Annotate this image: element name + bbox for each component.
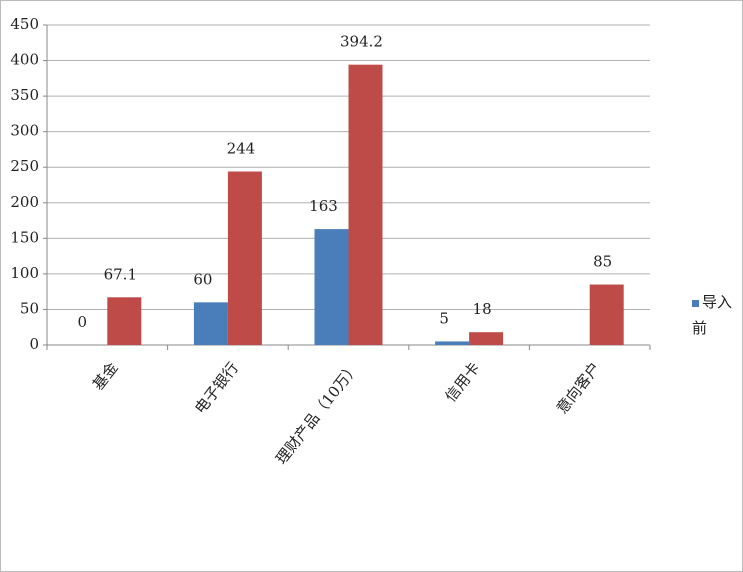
data-label: 85 — [593, 253, 612, 271]
data-label: 163 — [309, 197, 338, 215]
legend: 导入前 — [692, 289, 732, 341]
y-tick-label: 350 — [10, 86, 39, 104]
y-tick-label: 450 — [10, 15, 39, 33]
legend-swatch — [692, 299, 699, 307]
legend-label: 导入前 — [692, 293, 733, 337]
bar — [348, 64, 383, 346]
y-tick-label: 250 — [10, 157, 39, 175]
y-tick-label: 400 — [10, 51, 39, 69]
data-label: 394.2 — [340, 33, 383, 51]
data-label: 18 — [473, 300, 492, 318]
data-label: 244 — [227, 139, 256, 157]
data-label: 5 — [439, 309, 449, 327]
x-tick-label: 意向客户 — [553, 359, 604, 417]
bar — [107, 297, 142, 345]
x-tick-label: 电子银行 — [191, 359, 242, 417]
legend-item: 导入前 — [692, 289, 732, 341]
data-label: 60 — [193, 270, 212, 288]
bar — [314, 229, 349, 345]
x-tick-label: 理财产品（10万） — [272, 359, 363, 468]
y-tick-label: 200 — [10, 193, 39, 211]
bar — [435, 341, 470, 345]
data-label: 67.1 — [104, 265, 137, 283]
x-tick-label: 信用卡 — [442, 359, 484, 406]
y-tick-label: 0 — [29, 335, 39, 353]
bar — [227, 171, 262, 345]
data-label: 0 — [78, 313, 88, 331]
x-tick-label: 基金 — [89, 359, 122, 394]
y-tick-label: 100 — [10, 264, 39, 282]
bar — [589, 284, 624, 345]
y-tick-label: 150 — [10, 228, 39, 246]
y-tick-label: 50 — [20, 299, 39, 317]
bar — [469, 332, 504, 345]
y-tick-label: 300 — [10, 122, 39, 140]
bar — [193, 302, 228, 345]
